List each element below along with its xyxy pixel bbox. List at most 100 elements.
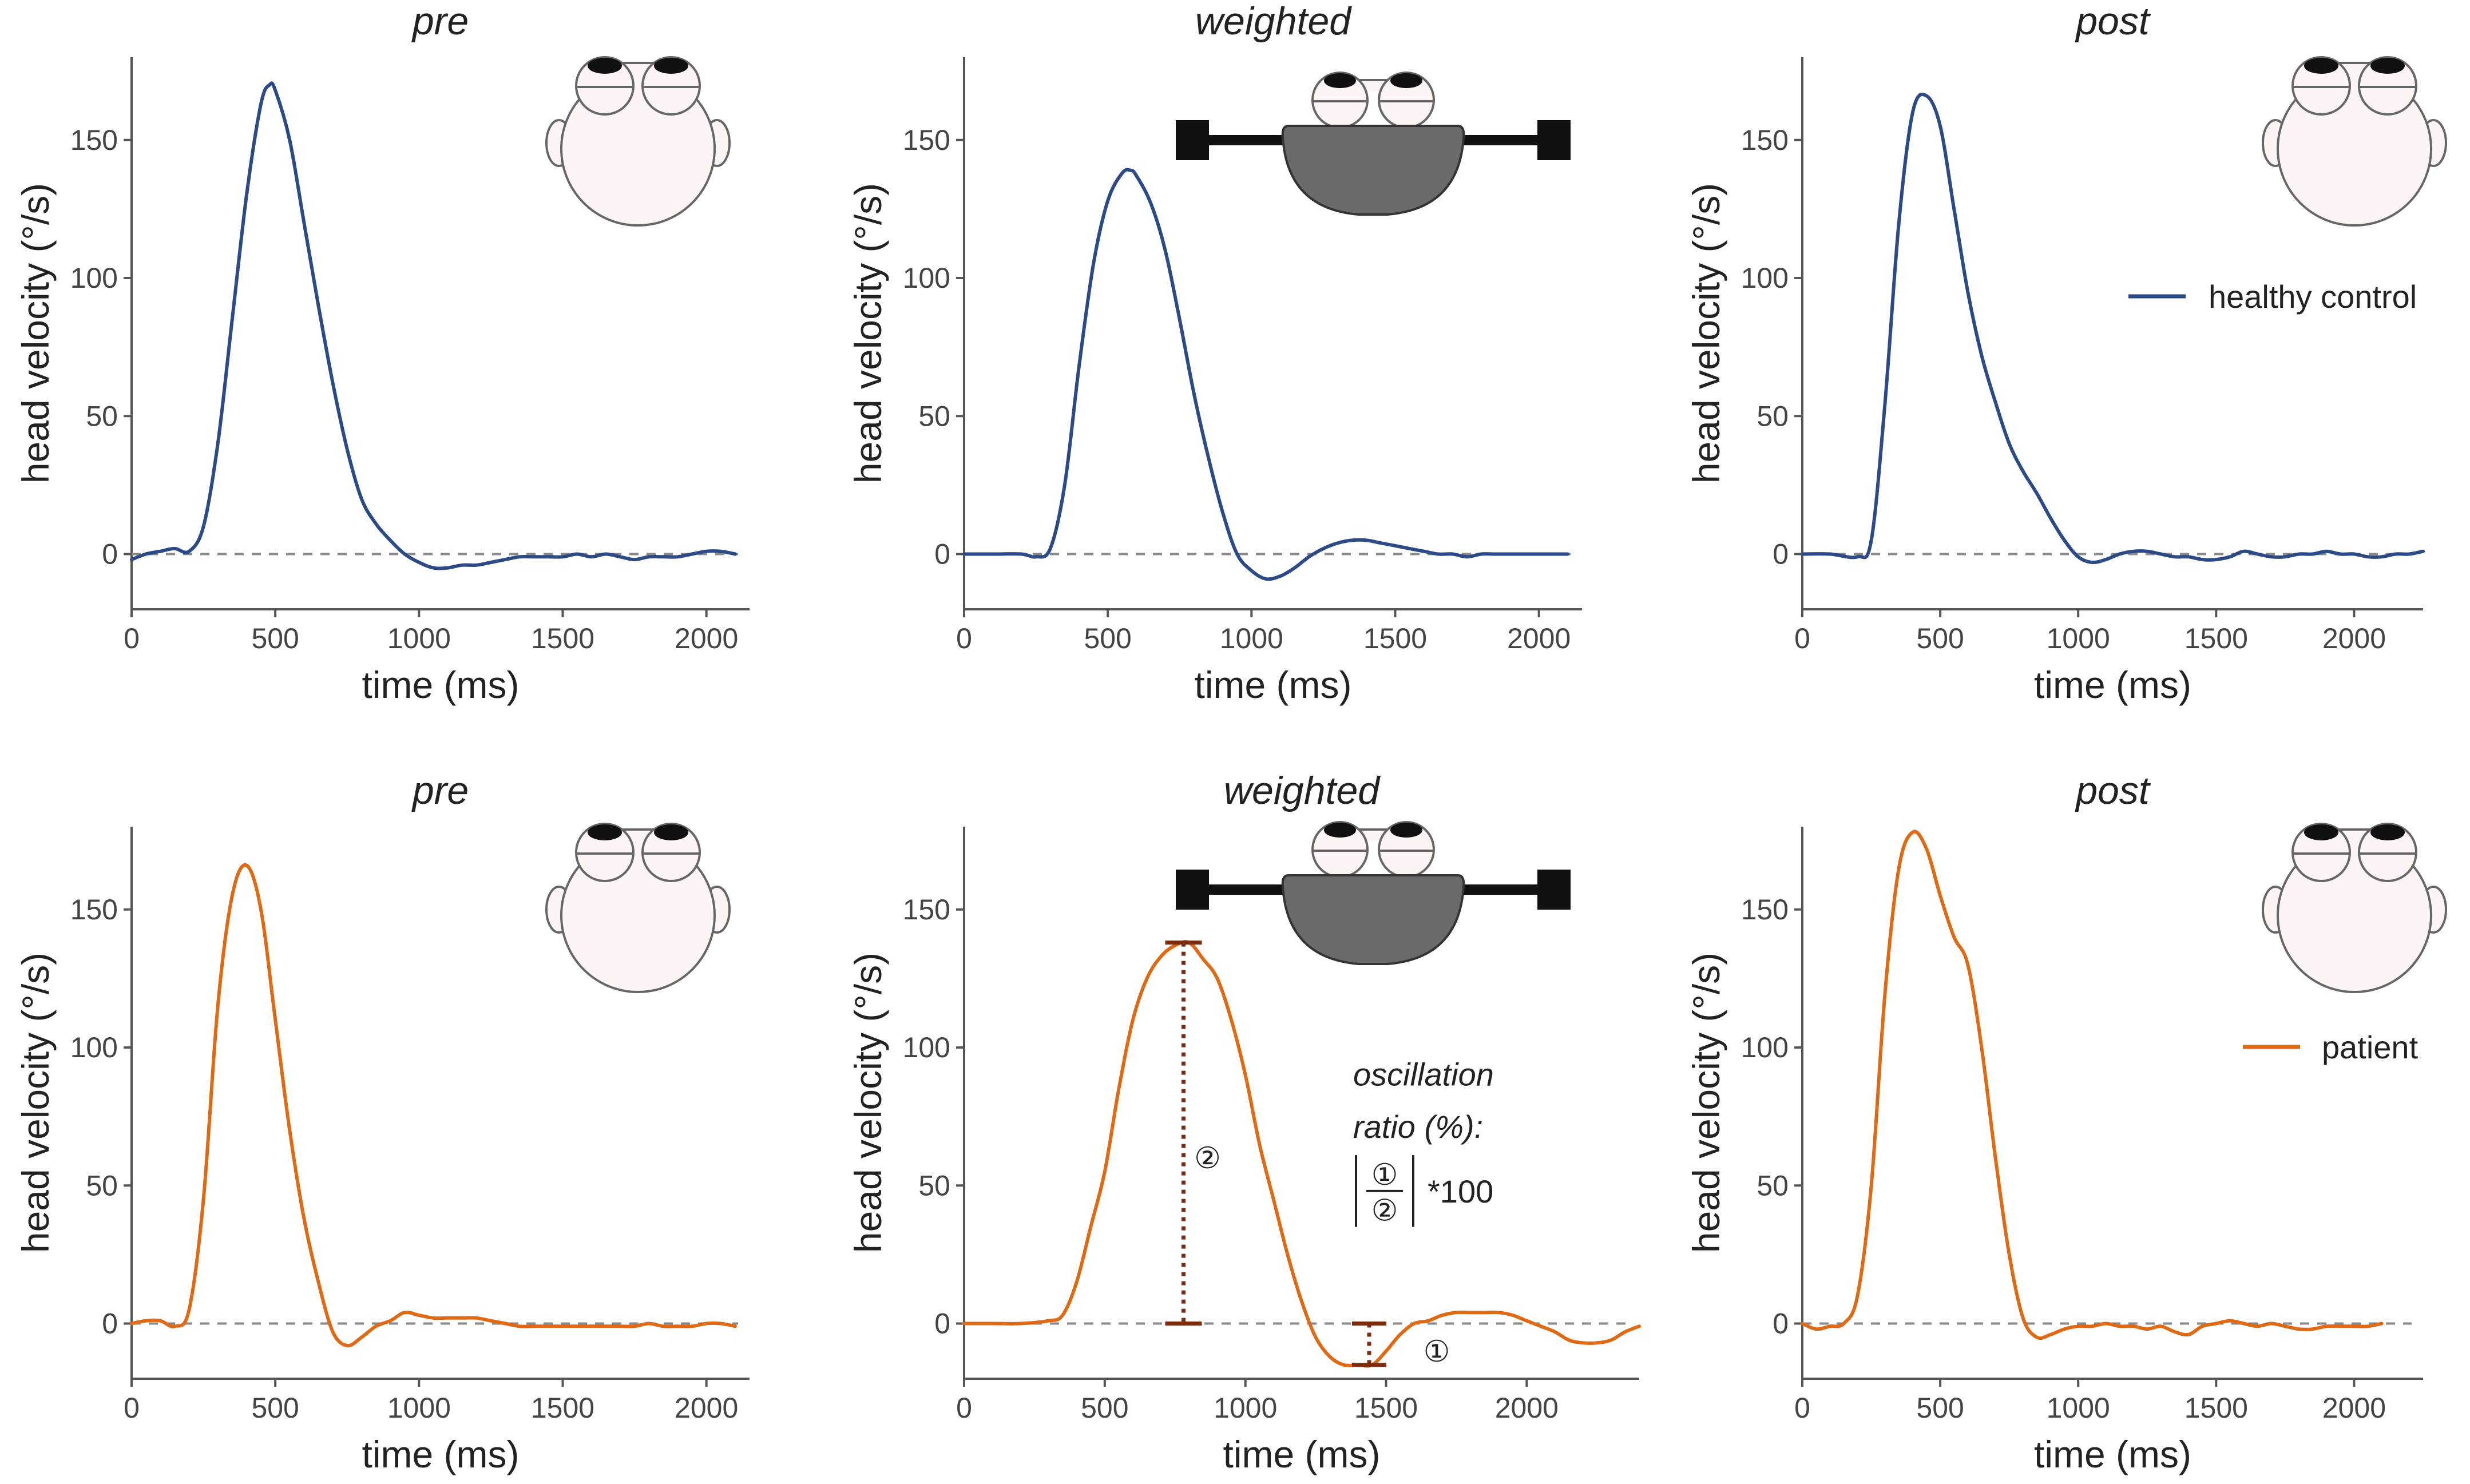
multiplier-text: *100 [1428,1173,1493,1209]
head-top-view-icon [2262,56,2447,227]
y-axis-label: head velocity (°/s) [14,183,57,483]
x-tick-label: 0 [1794,622,1810,654]
y-tick-label: 50 [1757,1169,1789,1201]
series-line-healthy [130,81,737,570]
panel-hc-weighted: 0 500 1000 1500 2000 0 50 100 150 weighted time (m… [847,0,1582,706]
y-tick-label: 0 [1773,538,1789,570]
y-axis-label: head velocity (°/s) [1685,183,1727,483]
series-line-patient [1801,830,2384,1340]
annotation-line-2: ratio (%): [1353,1109,1483,1145]
x-tick-label: 1500 [1363,622,1427,654]
y-tick-label: 0 [934,538,950,570]
y-tick-label: 150 [903,124,950,156]
x-axis-label: time (ms) [362,1433,520,1475]
y-tick-label: 150 [1741,894,1789,926]
legend-healthy: healthy control [2128,279,2417,315]
head-top-view-icon [545,823,731,993]
x-tick-label: 1000 [387,1392,451,1424]
x-axis-label: time (ms) [1223,1433,1381,1475]
x-tick-label: 1000 [2047,622,2110,654]
x-axis-label: time (ms) [1195,664,1352,706]
x-tick-label: 1500 [1354,1392,1418,1424]
series-line-patient [962,940,1641,1368]
panel-pt-post: 0 500 1000 1500 2000 0 50 100 150 post time (ms) he… [1685,769,2447,1475]
x-tick-label: 0 [1794,1392,1810,1424]
y-tick-label: 50 [86,400,118,432]
panel-hc-post: 0 500 1000 1500 2000 0 50 100 150 post time (ms) he… [1685,0,2447,706]
y-axis-label: head velocity (°/s) [847,183,889,483]
x-tick-label: 500 [251,1392,299,1424]
x-tick-label: 500 [251,622,299,654]
y-tick-label: 50 [918,1169,950,1201]
x-tick-label: 1500 [2184,1392,2248,1424]
y-tick-label: 50 [86,1169,118,1201]
x-tick-label: 1000 [387,622,451,654]
x-tick-label: 1500 [2184,622,2248,654]
legend-label: healthy control [2209,279,2417,315]
panel-title: pre [411,769,469,812]
x-tick-label: 0 [956,622,972,654]
y-axis-label: head velocity (°/s) [1685,953,1727,1253]
y-tick-label: 100 [1741,1031,1789,1064]
x-tick-label: 2000 [2322,622,2386,654]
y-tick-label: 150 [903,894,950,926]
y-tick-label: 0 [102,1308,118,1340]
fraction-numerator: ① [1371,1158,1398,1192]
x-axis-label: time (ms) [362,664,520,706]
legend-label: patient [2322,1029,2419,1065]
panel-hc-pre: 0 500 1000 1500 2000 0 50 100 150 pre time (ms) hea… [14,0,750,706]
panel-pt-weighted: 0 500 1000 1500 2000 0 50 100 150 weighted time (m… [847,769,1641,1475]
y-tick-label: 150 [1741,124,1789,156]
y-tick-label: 100 [903,1031,950,1064]
panel-title: weighted [1224,769,1381,812]
panel-title: weighted [1195,0,1352,43]
annotation-line-1: oscillation [1353,1056,1494,1092]
x-axis-label: time (ms) [2034,664,2191,706]
y-tick-label: 0 [1773,1308,1789,1340]
head-top-view-icon [2262,823,2447,993]
x-tick-label: 2000 [675,622,738,654]
x-tick-label: 2000 [675,1392,738,1424]
y-tick-label: 50 [918,400,950,432]
x-tick-label: 0 [124,622,140,654]
x-tick-label: 2000 [1507,622,1571,654]
y-axis-label: head velocity (°/s) [847,953,889,1253]
series-line-healthy [962,168,1569,581]
x-tick-label: 500 [1916,622,1964,654]
x-tick-label: 1500 [531,1392,594,1424]
x-tick-label: 0 [956,1392,972,1424]
x-tick-label: 500 [1081,1392,1128,1424]
y-tick-label: 0 [102,538,118,570]
panel-title: pre [411,0,469,43]
y-tick-label: 0 [934,1308,950,1340]
x-tick-label: 2000 [1495,1392,1559,1424]
legend-patient: patient [2243,1029,2419,1065]
fraction-denominator: ② [1371,1195,1398,1228]
x-tick-label: 1000 [1214,1392,1277,1424]
x-tick-label: 2000 [2322,1392,2386,1424]
y-tick-label: 150 [70,894,118,926]
x-tick-label: 1500 [531,622,594,654]
y-axis-label: head velocity (°/s) [14,953,57,1253]
x-tick-label: 500 [1084,622,1131,654]
head-top-view-icon [545,56,731,227]
weighted-helmet-icon [1175,821,1572,965]
y-tick-label: 150 [70,124,118,156]
marker-2-label: ② [1194,1142,1221,1175]
x-tick-label: 0 [124,1392,140,1424]
panel-title: post [2075,0,2151,43]
marker-1-label: ① [1424,1335,1450,1368]
weighted-helmet-icon [1175,72,1572,216]
y-tick-label: 100 [70,1031,118,1064]
panel-title: post [2075,769,2151,812]
x-axis-label: time (ms) [2034,1433,2191,1475]
x-tick-label: 500 [1916,1392,1964,1424]
series-line-patient [130,863,737,1348]
y-tick-label: 100 [1741,262,1789,294]
y-tick-label: 100 [70,262,118,294]
y-tick-label: 100 [903,262,950,294]
panel-pt-pre: 0 500 1000 1500 2000 0 50 100 150 pre time (ms) hea… [14,769,750,1475]
x-tick-label: 1000 [1220,622,1283,654]
x-tick-label: 1000 [2047,1392,2110,1424]
